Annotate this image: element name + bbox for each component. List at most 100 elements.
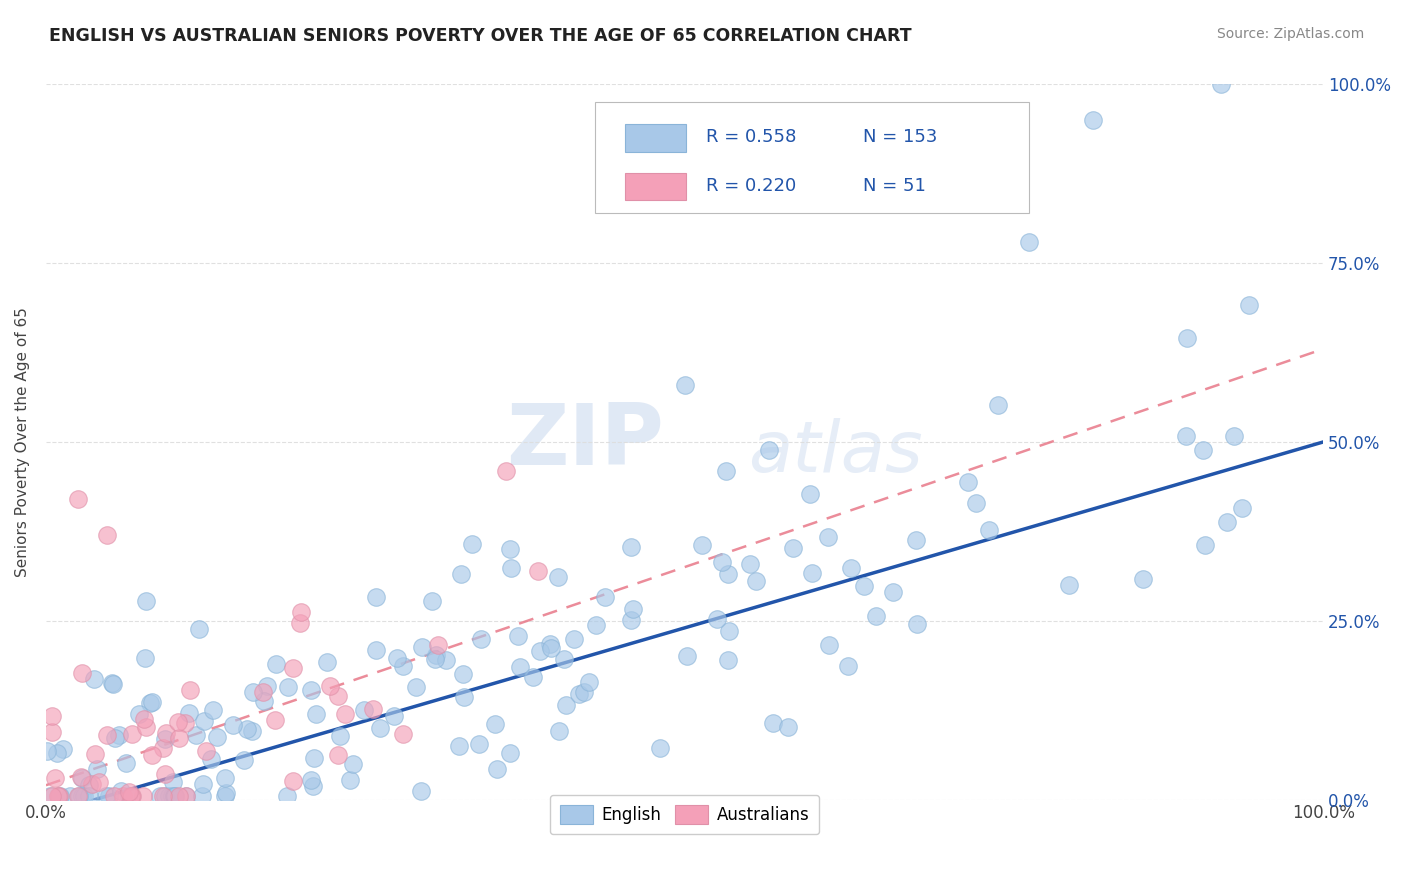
Point (222, 718, 245, 732)
Point (1194, 538, 1216, 552)
Point (1018, 235, 1040, 249)
Point (716, 464, 738, 478)
Point (434, 653, 457, 667)
Point (368, 722, 391, 736)
Point (120, 789, 142, 803)
Point (72, 665, 94, 680)
Point (86, 763, 108, 777)
Point (506, 629, 529, 643)
Point (79, 778, 101, 792)
Point (905, 617, 928, 632)
Point (710, 555, 733, 569)
Point (650, 740, 672, 755)
Point (163, 789, 186, 803)
Text: N = 51: N = 51 (863, 177, 927, 195)
Point (547, 570, 569, 584)
Point (562, 632, 585, 647)
Point (96, 528, 118, 542)
Point (160, 789, 183, 803)
Point (427, 638, 450, 652)
Point (59, 789, 82, 803)
Point (461, 537, 484, 551)
Point (509, 660, 531, 674)
Point (782, 541, 804, 556)
Point (717, 567, 740, 582)
Point (385, 650, 408, 665)
Point (41, 725, 63, 739)
Text: N = 153: N = 153 (863, 128, 938, 146)
Point (96, 728, 118, 742)
Point (233, 753, 256, 767)
Point (191, 777, 214, 791)
Point (128, 707, 150, 722)
Point (853, 578, 876, 592)
Point (391, 727, 413, 741)
Point (111, 789, 134, 803)
Point (41, 789, 63, 803)
Point (411, 640, 433, 654)
Point (1223, 429, 1246, 443)
FancyBboxPatch shape (595, 103, 1029, 213)
Point (108, 728, 131, 742)
Text: Source: ZipAtlas.com: Source: ZipAtlas.com (1216, 27, 1364, 41)
Point (420, 594, 443, 608)
Point (593, 591, 616, 605)
Point (48, 789, 70, 803)
Point (256, 679, 278, 693)
Point (41, 708, 63, 723)
Point (153, 732, 176, 747)
Point (738, 558, 761, 572)
Y-axis label: Seniors Poverty Over the Age of 65: Seniors Poverty Over the Age of 65 (15, 307, 30, 577)
Point (235, 723, 257, 737)
Point (215, 786, 238, 800)
Point (186, 728, 208, 742)
Point (839, 561, 862, 575)
Point (38, 789, 60, 803)
Point (135, 720, 157, 734)
Point (423, 652, 446, 666)
Point (364, 591, 387, 605)
Point (673, 377, 696, 392)
Point (495, 464, 517, 478)
Point (956, 475, 979, 490)
Text: atlas: atlas (748, 418, 922, 487)
Point (339, 772, 361, 787)
Text: R = 0.558: R = 0.558 (706, 128, 797, 146)
Point (115, 756, 138, 771)
Point (302, 750, 325, 764)
Point (470, 632, 492, 647)
Point (353, 703, 375, 717)
Point (706, 612, 728, 626)
Point (103, 789, 125, 803)
Point (288, 616, 311, 631)
Point (167, 714, 190, 729)
Point (110, 784, 132, 798)
Point (522, 670, 544, 684)
Point (621, 602, 644, 616)
Point (1230, 501, 1253, 516)
Point (52, 741, 75, 756)
Point (214, 772, 236, 786)
Point (77, 789, 100, 803)
Point (37, 744, 59, 758)
Point (155, 725, 177, 739)
Point (342, 757, 364, 772)
Point (207, 731, 229, 745)
Point (1175, 331, 1198, 345)
Point (152, 740, 174, 755)
Point (69, 770, 91, 784)
Point (1132, 572, 1154, 586)
Point (554, 698, 576, 713)
Point (817, 530, 839, 544)
Point (153, 789, 176, 803)
FancyBboxPatch shape (624, 125, 686, 152)
Point (540, 640, 562, 655)
Point (73, 789, 96, 803)
Legend: English, Australians: English, Australians (550, 795, 820, 834)
Point (214, 789, 236, 803)
Point (66, 492, 89, 507)
Point (179, 683, 201, 698)
Point (987, 399, 1010, 413)
Point (486, 762, 509, 776)
Point (101, 677, 124, 691)
